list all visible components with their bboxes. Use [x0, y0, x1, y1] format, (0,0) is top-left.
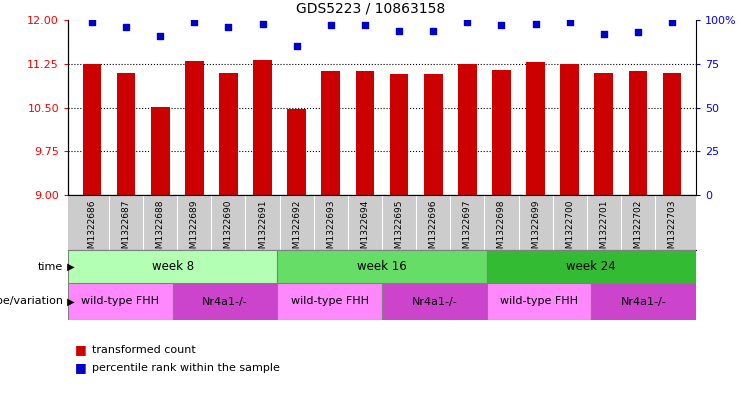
Text: Nr4a1-/-: Nr4a1-/-	[621, 296, 667, 307]
Bar	[68, 283, 173, 320]
Bar	[288, 109, 306, 195]
Bar	[662, 72, 682, 195]
Bar	[356, 71, 374, 195]
Point	[325, 22, 336, 28]
Bar	[560, 64, 579, 195]
Point	[359, 22, 370, 28]
Bar	[150, 108, 170, 195]
Bar	[424, 74, 442, 195]
Bar	[68, 250, 277, 283]
Point	[496, 22, 508, 28]
Bar	[487, 250, 696, 283]
Text: ■: ■	[76, 362, 91, 375]
Point	[666, 18, 678, 25]
Text: week 24: week 24	[566, 260, 617, 273]
Text: ■: ■	[76, 343, 91, 356]
Point	[222, 24, 234, 30]
Text: ▶: ▶	[64, 261, 75, 272]
Bar	[185, 61, 204, 195]
Bar	[219, 72, 238, 195]
Bar	[390, 74, 408, 195]
Bar	[628, 71, 648, 195]
Point	[256, 20, 268, 27]
Text: GSM1322691: GSM1322691	[258, 199, 267, 260]
Text: genotype/variation: genotype/variation	[0, 296, 63, 307]
Text: GSM1322690: GSM1322690	[224, 199, 233, 260]
Text: week 16: week 16	[357, 260, 407, 273]
Bar	[253, 60, 272, 195]
Point	[632, 29, 644, 35]
Text: wild-type FHH: wild-type FHH	[500, 296, 578, 307]
Text: percentile rank within the sample: percentile rank within the sample	[92, 363, 279, 373]
Bar	[82, 64, 102, 195]
Bar	[591, 283, 696, 320]
Text: ▶: ▶	[64, 296, 75, 307]
Text: GSM1322699: GSM1322699	[531, 199, 540, 260]
Point	[188, 18, 200, 25]
Bar	[382, 283, 487, 320]
Bar	[277, 283, 382, 320]
Text: GSM1322694: GSM1322694	[360, 199, 370, 260]
Text: GSM1322686: GSM1322686	[87, 199, 96, 260]
Bar	[594, 72, 614, 195]
Text: GSM1322700: GSM1322700	[565, 199, 574, 260]
Bar	[492, 70, 511, 195]
Text: GSM1322688: GSM1322688	[156, 199, 165, 260]
Bar	[116, 72, 136, 195]
Bar	[277, 250, 487, 283]
Bar	[487, 283, 591, 320]
Point	[86, 18, 98, 25]
Text: GSM1322692: GSM1322692	[292, 199, 301, 260]
Point	[428, 28, 439, 34]
Point	[120, 24, 132, 30]
Text: GSM1322698: GSM1322698	[497, 199, 506, 260]
Text: GSM1322696: GSM1322696	[429, 199, 438, 260]
Point	[154, 33, 166, 39]
Text: Nr4a1-/-: Nr4a1-/-	[202, 296, 248, 307]
Text: Nr4a1-/-: Nr4a1-/-	[411, 296, 457, 307]
Bar	[458, 64, 476, 195]
Text: GDS5223 / 10863158: GDS5223 / 10863158	[296, 2, 445, 16]
Text: wild-type FHH: wild-type FHH	[82, 296, 159, 307]
Text: transformed count: transformed count	[92, 345, 196, 355]
Point	[598, 31, 610, 37]
Text: week 8: week 8	[152, 260, 193, 273]
Text: GSM1322687: GSM1322687	[122, 199, 130, 260]
Bar	[173, 283, 277, 320]
Point	[393, 28, 405, 34]
Text: GSM1322701: GSM1322701	[599, 199, 608, 260]
Text: GSM1322689: GSM1322689	[190, 199, 199, 260]
Text: GSM1322697: GSM1322697	[463, 199, 472, 260]
Text: wild-type FHH: wild-type FHH	[290, 296, 369, 307]
Text: time: time	[38, 261, 63, 272]
Bar	[526, 62, 545, 195]
Text: GSM1322703: GSM1322703	[668, 199, 677, 260]
Point	[290, 43, 302, 50]
Text: GSM1322695: GSM1322695	[394, 199, 404, 260]
Text: GSM1322693: GSM1322693	[326, 199, 336, 260]
Point	[530, 20, 542, 27]
Bar	[322, 72, 340, 195]
Text: GSM1322702: GSM1322702	[634, 199, 642, 260]
Point	[564, 18, 576, 25]
Point	[462, 18, 473, 25]
